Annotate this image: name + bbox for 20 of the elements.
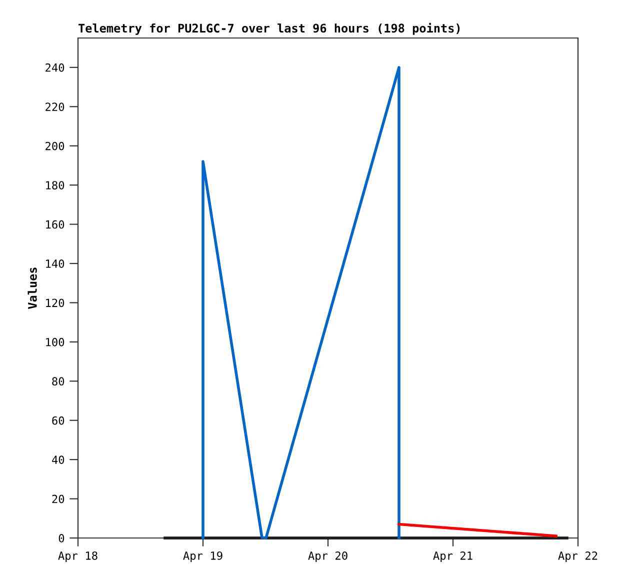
- y-tick-label: 140: [46, 259, 64, 268]
- y-tick-label: 240: [46, 63, 64, 72]
- y-tick-label: 100: [46, 338, 64, 346]
- y-axis-title: Values: [28, 268, 37, 309]
- y-tick-label: 180: [46, 181, 64, 190]
- chart-title: Telemetry for PU2LGC-7 over last 96 hours (198 points): [78, 22, 460, 35]
- x-tick-label: Apr 20: [308, 551, 348, 562]
- y-tick-label: 0: [58, 534, 64, 542]
- y-tick-label: 40: [52, 456, 64, 464]
- y-tick-label: 220: [46, 102, 64, 112]
- y-tick-label: 200: [46, 142, 64, 150]
- y-tick-label: 120: [46, 298, 64, 308]
- y-tick-label: 20: [52, 494, 64, 504]
- x-tick-label: Apr 22: [558, 551, 598, 562]
- x-tick-label: Apr 19: [183, 551, 222, 562]
- y-tick-label: 80: [52, 377, 64, 386]
- y-tick-label: 60: [52, 416, 64, 425]
- x-tick-label: Apr 21: [433, 551, 472, 562]
- x-tick-label: Apr 18: [58, 551, 98, 562]
- y-tick-label: 160: [46, 220, 64, 229]
